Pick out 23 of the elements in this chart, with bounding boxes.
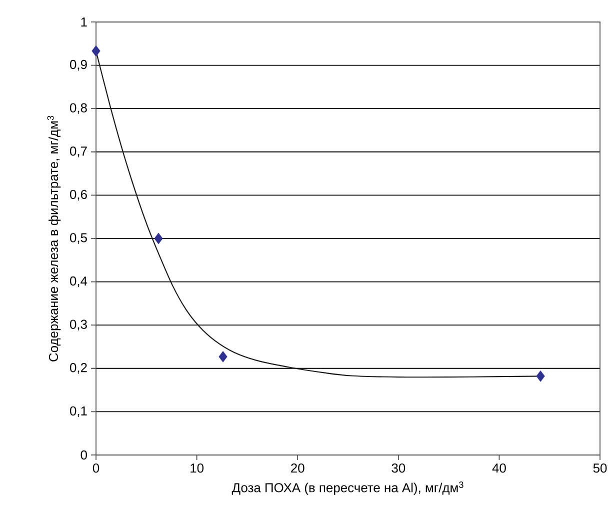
y-tick-label: 0,7 [70,146,87,158]
y-tick-label: 1 [81,18,87,26]
y-tick-label: 0 [80,450,87,460]
x-tick-label: 40 [492,464,506,473]
x-tick-label: 50 [593,464,607,473]
point [154,232,163,244]
y-tick-label: 0,2 [70,363,87,374]
y-tick-label: 0,8 [70,103,87,114]
y-tick-label: 0,4 [70,276,88,288]
y-tick-label: 0,3 [70,320,87,330]
y-tick-label: 0,5 [70,233,87,244]
y-tick-label: 0,1 [70,406,87,418]
x-tick-label: 10 [190,464,204,473]
point [218,351,228,362]
x-tick-label: 30 [392,464,406,473]
x-tick-label: 0 [92,464,100,473]
x-axis-title: Доза ПОХА (в пересчете на Al), мг/дм$^{3}$ [232,482,464,495]
y-axis-title: Содержание железа в фильтрате, мг/дм$^{3}$ [47,116,61,362]
x-tick-label: 20 [291,464,304,473]
y-tick-label: 0,6 [70,190,87,201]
y-tick-label: 0,9 [70,60,87,71]
point [536,370,545,382]
point [92,45,100,57]
